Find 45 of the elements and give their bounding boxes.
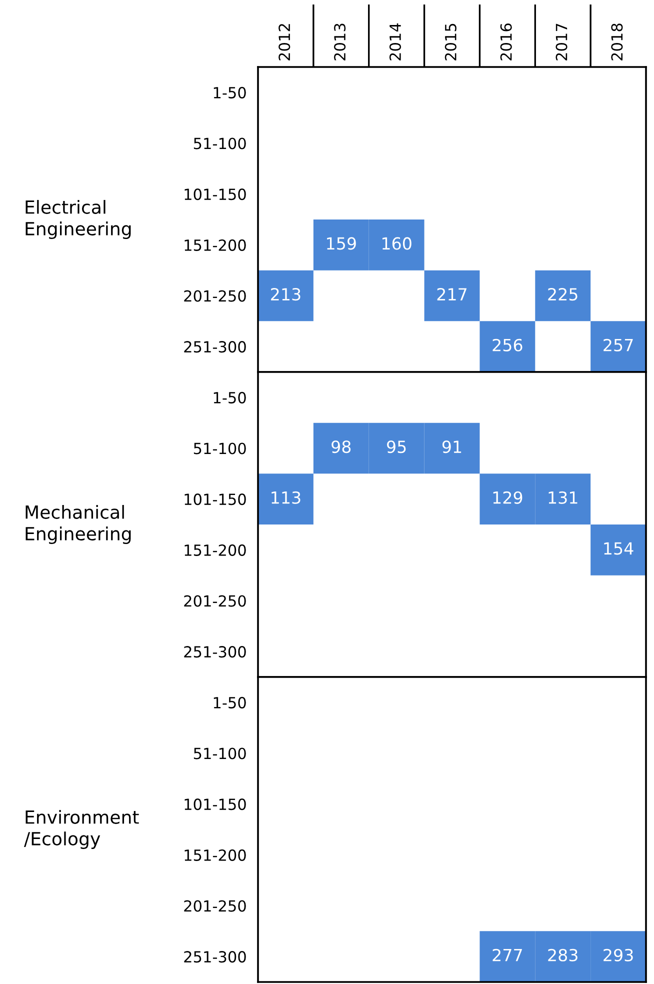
data-label: 131: [548, 491, 578, 504]
data-label: 129: [493, 491, 522, 504]
x-tick-label: 2014: [389, 23, 402, 60]
y-tick-label: 151-200: [184, 239, 246, 251]
data-label: 95: [387, 440, 406, 454]
y-tick-label: 201-250: [184, 595, 246, 607]
data-label: 293: [604, 948, 633, 962]
x-tick-label: 2018: [611, 24, 623, 60]
y-tick-label: 1-50: [214, 392, 246, 404]
data-label: 98: [332, 440, 351, 454]
x-tick-label: 2017: [556, 24, 568, 60]
data-label: 256: [492, 338, 522, 352]
data-label: 283: [548, 948, 578, 962]
x-tick-label: 2013: [334, 24, 346, 60]
y-tick-label: 51-100: [194, 138, 246, 150]
y-tick-label: 1-50: [214, 86, 246, 98]
y-tick-label: 251-300: [184, 951, 246, 963]
data-label: 217: [437, 288, 466, 300]
x-tick-label: 2016: [500, 24, 512, 60]
y-tick-label: 101-150: [184, 798, 246, 810]
data-label: 257: [604, 338, 633, 352]
y-axis-title: Environment /Ecology: [24, 810, 139, 850]
y-tick-label: 151-200: [184, 849, 246, 861]
y-tick-label: 251-300: [184, 646, 246, 658]
data-label: 154: [604, 542, 634, 555]
y-axis-title: Electrical Engineering: [26, 200, 131, 240]
y-tick-label: 1-50: [214, 696, 246, 708]
data-label: 113: [272, 491, 300, 504]
y-tick-label: 201-250: [184, 290, 246, 302]
y-tick-label: 101-150: [184, 494, 246, 506]
y-tick-label: 201-250: [184, 900, 246, 912]
x-tick-label: 2015: [444, 24, 456, 60]
x-tick-label: 2012: [278, 24, 290, 60]
data-label: 160: [382, 237, 412, 250]
data-label: 159: [327, 237, 356, 250]
y-tick-label: 101-150: [184, 188, 246, 200]
y-axis-title: Mechanical Engineering: [26, 504, 131, 544]
y-tick-label: 51-100: [194, 442, 246, 454]
y-tick-label: 151-200: [184, 544, 246, 556]
y-tick-label: 51-100: [194, 748, 246, 760]
data-label: 91: [442, 440, 462, 454]
y-tick-label: 251-300: [184, 341, 246, 353]
data-label: 213: [271, 288, 300, 301]
data-label: 225: [548, 288, 578, 301]
data-label: 277: [492, 948, 522, 962]
